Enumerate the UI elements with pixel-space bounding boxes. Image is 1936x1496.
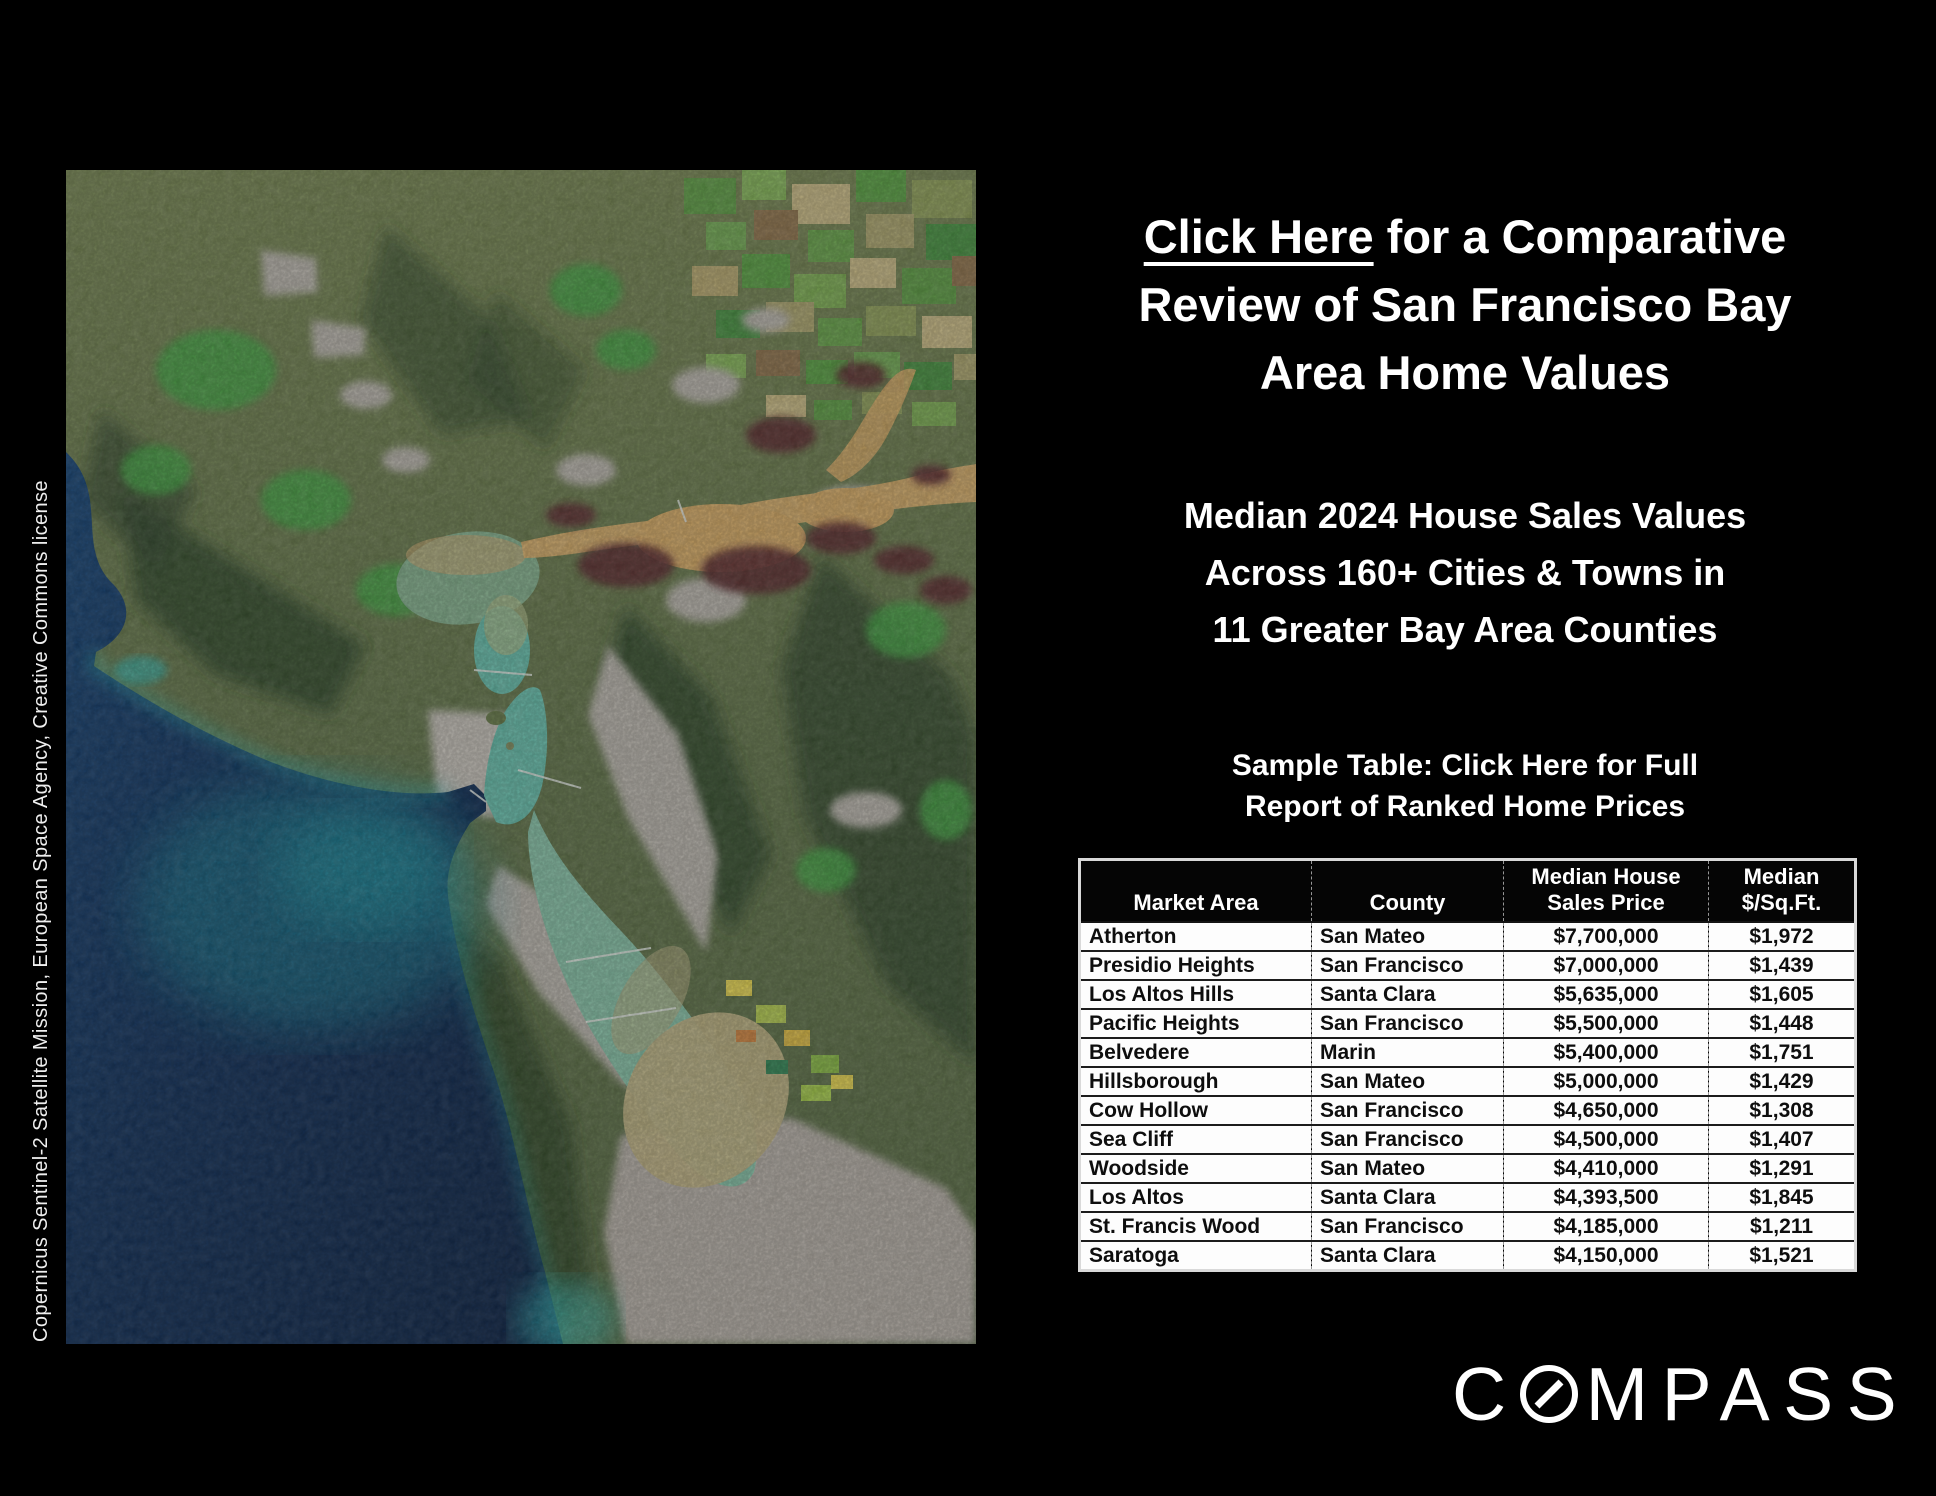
table-caption-line2: Report of Ranked Home Prices [1244,790,1686,823]
cell-median-price: $5,635,000 [1503,979,1709,1009]
image-credit: Copernicus Sentinel-2 Satellite Mission,… [30,480,52,1342]
table-row: Belvedere Marin $5,400,000 $1,751 [1079,1037,1856,1067]
cell-market-area: Sea Cliff [1079,1124,1312,1154]
headline-line1-rest: for a Comparative [1373,210,1787,263]
cell-median-sqft: $1,448 [1708,1008,1856,1038]
cell-market-area: Atherton [1079,921,1312,951]
cell-county: Marin [1311,1037,1504,1067]
cell-county: San Mateo [1311,1153,1504,1183]
cell-median-price: $5,500,000 [1503,1008,1709,1038]
cell-median-sqft: $1,845 [1708,1182,1856,1212]
cell-median-price: $4,650,000 [1503,1095,1709,1125]
cell-county: San Mateo [1311,1066,1504,1096]
cell-median-sqft: $1,407 [1708,1124,1856,1154]
compass-logo-pre: C [1452,1352,1520,1436]
compass-o-icon [1519,1365,1578,1423]
table-row: St. Francis Wood San Francisco $4,185,00… [1079,1211,1856,1241]
col-header-market-area: Market Area [1079,859,1312,923]
headline: Click Here for a Comparative Review of S… [1020,203,1910,407]
table-row: Los Altos Santa Clara $4,393,500 $1,845 [1079,1182,1856,1212]
cell-county: San Francisco [1311,1008,1504,1038]
table-row: Hillsborough San Mateo $5,000,000 $1,429 [1079,1066,1856,1096]
cell-median-sqft: $1,308 [1708,1095,1856,1125]
cell-median-sqft: $1,972 [1708,921,1856,951]
table-row: Sea Cliff San Francisco $4,500,000 $1,40… [1079,1124,1856,1154]
cell-median-price: $7,700,000 [1503,921,1709,951]
cell-median-price: $4,393,500 [1503,1182,1709,1212]
cell-county: San Francisco [1311,1211,1504,1241]
cell-median-sqft: $1,211 [1708,1211,1856,1241]
home-prices-table: Market Area County Median House Sales Pri… [1078,858,1857,1272]
cell-market-area: St. Francis Wood [1079,1211,1312,1241]
table-row: Los Altos Hills Santa Clara $5,635,000 $… [1079,979,1856,1009]
cell-median-sqft: $1,521 [1708,1240,1856,1271]
table-row: Woodside San Mateo $4,410,000 $1,291 [1079,1153,1856,1183]
col-header-county: County [1311,859,1504,923]
cell-county: San Francisco [1311,1124,1504,1154]
cell-median-sqft: $1,751 [1708,1037,1856,1067]
cell-median-price: $4,500,000 [1503,1124,1709,1154]
subtitle: Median 2024 House Sales Values Across 16… [1020,487,1910,658]
satellite-map-image [66,170,976,1344]
cell-market-area: Woodside [1079,1153,1312,1183]
cell-median-price: $5,000,000 [1503,1066,1709,1096]
compass-logo: C MPASS [1452,1356,1910,1432]
cell-market-area: Hillsborough [1079,1066,1312,1096]
cell-median-sqft: $1,429 [1708,1066,1856,1096]
cell-median-price: $5,400,000 [1503,1037,1709,1067]
cell-county: San Francisco [1311,1095,1504,1125]
cell-median-sqft: $1,439 [1708,950,1856,980]
cell-median-price: $4,410,000 [1503,1153,1709,1183]
col-header-median-price: Median House Sales Price [1503,859,1709,923]
cell-median-price: $4,150,000 [1503,1240,1709,1271]
satellite-map [66,170,976,1344]
cell-county: San Francisco [1311,950,1504,980]
cell-county: Santa Clara [1311,1240,1504,1271]
cell-county: Santa Clara [1311,979,1504,1009]
table-body: Atherton San Mateo $7,700,000 $1,972 Pre… [1079,921,1856,1271]
table-row: Presidio Heights San Francisco $7,000,00… [1079,950,1856,980]
cell-market-area: Cow Hollow [1079,1095,1312,1125]
table-row: Pacific Heights San Francisco $5,500,000… [1079,1008,1856,1038]
cell-market-area: Los Altos Hills [1079,979,1312,1009]
headline-line2: Review of San Francisco Bay [1138,278,1792,331]
table-row: Saratoga Santa Clara $4,150,000 $1,521 [1079,1240,1856,1271]
table-header: Market Area County Median House Sales Pri… [1079,859,1856,923]
subtitle-line3: 11 Greater Bay Area Counties [1212,609,1718,650]
col-header-median-sqft: Median $/Sq.Ft. [1708,859,1856,923]
table-caption-line1: Sample Table: Click Here for Full [1231,749,1699,782]
cell-county: San Mateo [1311,921,1504,951]
cell-median-sqft: $1,291 [1708,1153,1856,1183]
table-caption[interactable]: Sample Table: Click Here for Full Report… [1020,745,1910,827]
cell-median-sqft: $1,605 [1708,979,1856,1009]
cell-market-area: Saratoga [1079,1240,1312,1271]
cell-median-price: $4,185,000 [1503,1211,1709,1241]
map-grain-light [66,170,976,1344]
compass-logo-post: MPASS [1585,1352,1911,1436]
cell-median-price: $7,000,000 [1503,950,1709,980]
table-row: Atherton San Mateo $7,700,000 $1,972 [1079,921,1856,951]
cell-market-area: Los Altos [1079,1182,1312,1212]
table-row: Cow Hollow San Francisco $4,650,000 $1,3… [1079,1095,1856,1125]
subtitle-line2: Across 160+ Cities & Towns in [1204,552,1726,593]
cell-market-area: Presidio Heights [1079,950,1312,980]
subtitle-line1: Median 2024 House Sales Values [1183,495,1747,536]
headline-click-here-link[interactable]: Click Here [1143,210,1374,263]
cell-market-area: Pacific Heights [1079,1008,1312,1038]
cell-county: Santa Clara [1311,1182,1504,1212]
cell-market-area: Belvedere [1079,1037,1312,1067]
headline-line3: Area Home Values [1259,346,1671,399]
